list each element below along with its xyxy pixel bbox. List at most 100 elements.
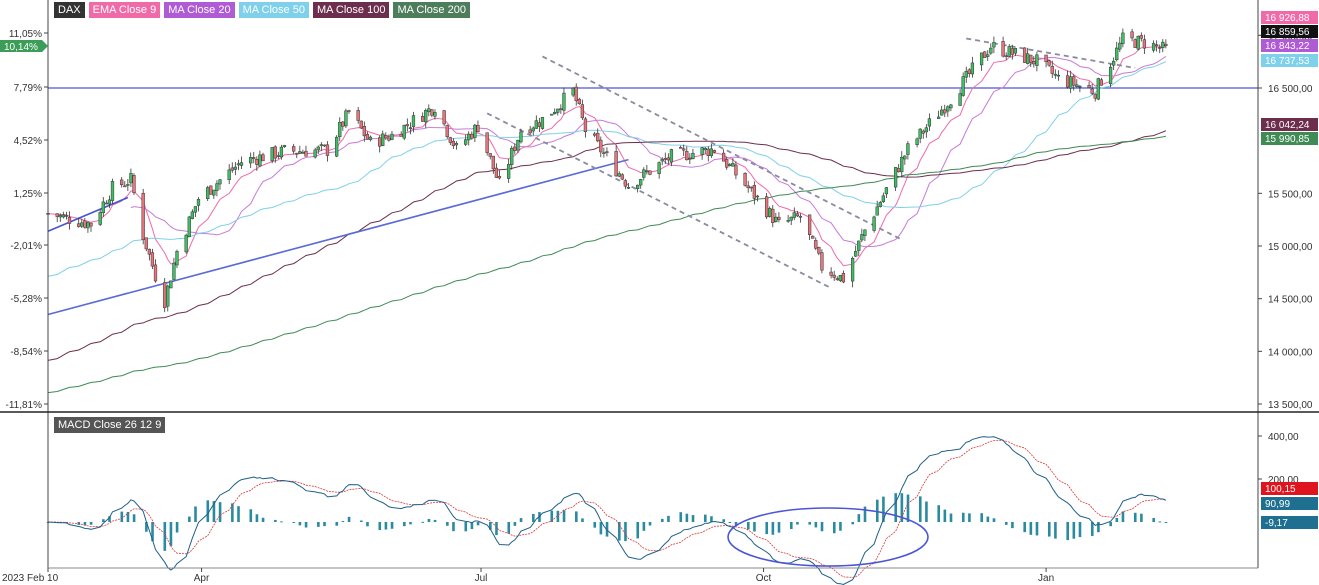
macd-histogram-bar xyxy=(900,493,904,522)
candle xyxy=(795,210,799,217)
candle xyxy=(961,72,965,97)
candle xyxy=(175,249,179,269)
candle xyxy=(531,126,535,136)
candle xyxy=(537,117,542,132)
candle xyxy=(80,218,84,229)
macd-histogram-bar xyxy=(863,506,867,522)
candle xyxy=(755,194,760,202)
percent-tick-label: -5,28% xyxy=(10,294,42,305)
macd-histogram-bar xyxy=(452,522,455,532)
macd-histogram-bar xyxy=(624,522,627,542)
macd-histogram-bar xyxy=(814,522,818,528)
macd-badge: 90,99 xyxy=(1261,497,1318,510)
ema9-line xyxy=(47,45,1166,267)
candle xyxy=(61,211,65,219)
candle xyxy=(1072,74,1076,91)
candle xyxy=(399,131,403,137)
candle xyxy=(559,104,563,114)
macd-histogram-bar xyxy=(403,522,406,527)
macd-histogram-bar xyxy=(636,522,640,539)
macd-histogram-bar xyxy=(1054,522,1057,539)
candle xyxy=(700,146,704,160)
macd-histogram-bar xyxy=(747,522,750,530)
macd-histogram-bar xyxy=(237,506,240,522)
candle xyxy=(451,138,456,149)
candle xyxy=(706,146,710,162)
candle xyxy=(488,153,492,160)
candle xyxy=(362,121,366,142)
macd-badge-label: 90,99 xyxy=(1265,499,1290,510)
macd-histogram-bar xyxy=(1072,522,1076,539)
price-badge-label: 16 843,22 xyxy=(1265,41,1310,52)
macd-histogram-bar xyxy=(231,503,234,522)
candle xyxy=(703,146,707,154)
candle xyxy=(301,149,305,154)
candle xyxy=(319,142,323,152)
candle xyxy=(212,189,216,199)
macd-histogram-bar xyxy=(409,522,412,525)
candle xyxy=(577,97,581,105)
x-tick-label: Apr xyxy=(194,573,210,584)
macd-histogram-bar xyxy=(384,522,388,530)
macd-histogram-bar xyxy=(777,522,781,533)
candle xyxy=(402,124,406,141)
price-badge: 16 042,24 xyxy=(1261,118,1318,131)
candle xyxy=(144,237,148,252)
macd-histogram-bar xyxy=(550,510,554,522)
candle xyxy=(728,163,732,167)
macd-histogram-bar xyxy=(710,516,713,522)
macd-histogram-bar xyxy=(949,513,953,522)
candle xyxy=(712,149,717,154)
macd-histogram-bar xyxy=(1029,522,1033,535)
candle xyxy=(722,149,726,162)
macd-histogram-bar xyxy=(1035,522,1039,536)
macd-histogram-bar xyxy=(255,514,259,522)
macd-histogram-bar xyxy=(685,513,689,522)
macd-histogram-bar xyxy=(808,522,812,525)
macd-histogram-bar xyxy=(323,522,326,527)
price-badge: 16 737,53 xyxy=(1261,54,1318,67)
macd-histogram-bar xyxy=(906,494,910,522)
macd-histogram-bar xyxy=(188,516,191,522)
candle xyxy=(411,111,416,133)
candle xyxy=(553,108,557,115)
macd-histogram-bar xyxy=(961,512,965,522)
candle xyxy=(685,146,689,161)
candle xyxy=(574,83,578,106)
candle xyxy=(605,147,609,157)
candle xyxy=(196,197,201,212)
candle xyxy=(172,257,176,281)
candle xyxy=(562,87,566,115)
candle xyxy=(67,211,72,230)
candle xyxy=(193,206,198,217)
candle xyxy=(519,128,523,144)
candle xyxy=(900,151,904,178)
candle xyxy=(829,267,833,279)
candle xyxy=(359,120,363,129)
candle xyxy=(967,68,971,78)
candle xyxy=(239,156,244,169)
candle xyxy=(433,109,437,120)
candle xyxy=(881,192,885,203)
macd-histogram-bar xyxy=(722,519,726,522)
ma20-line xyxy=(130,55,1167,248)
candle xyxy=(454,141,459,150)
macd-histogram-bar xyxy=(470,522,474,530)
macd-histogram-bar xyxy=(820,522,824,532)
candle xyxy=(1090,83,1094,96)
candle xyxy=(129,168,133,187)
candle xyxy=(123,181,127,188)
macd-histogram-bar xyxy=(120,511,124,522)
macd-histogram-bar xyxy=(704,514,707,522)
candle xyxy=(734,161,738,180)
price-badge: 16 859,56 xyxy=(1261,25,1318,38)
candle xyxy=(304,145,308,157)
macd-histogram-bar xyxy=(937,505,941,522)
candle xyxy=(669,148,674,167)
candle xyxy=(1118,36,1122,53)
price-badge-label: 16 859,56 xyxy=(1265,27,1310,38)
candle xyxy=(682,144,686,156)
ma100-line xyxy=(47,130,1167,361)
candle xyxy=(915,137,919,148)
candle xyxy=(335,135,339,158)
